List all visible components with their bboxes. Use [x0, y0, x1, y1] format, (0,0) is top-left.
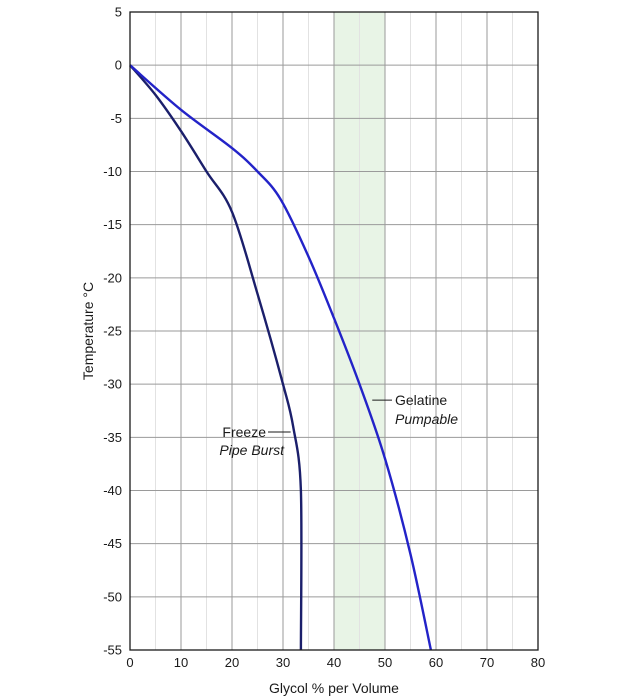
annotation-subtitle: Pipe Burst — [219, 442, 285, 458]
x-tick-label: 70 — [480, 655, 494, 670]
y-tick-label: -55 — [103, 643, 122, 658]
series-line-2 — [129, 64, 433, 651]
y-axis-title: Temperature °C — [80, 282, 96, 380]
annotation-title: Gelatine — [395, 392, 447, 408]
x-tick-label: 0 — [126, 655, 133, 670]
x-tick-label: 40 — [327, 655, 341, 670]
x-tick-label: 20 — [225, 655, 239, 670]
plot-frame — [129, 11, 539, 651]
x-tick-label: 80 — [531, 655, 545, 670]
x-tick-label: 30 — [276, 655, 290, 670]
annotation-title: Freeze — [222, 424, 266, 440]
y-tick-label: -45 — [103, 536, 122, 551]
y-tick-label: -40 — [103, 483, 122, 498]
x-tick-label: 60 — [429, 655, 443, 670]
y-tick-label: -15 — [103, 217, 122, 232]
x-tick-label: 10 — [174, 655, 188, 670]
series-line-1 — [129, 64, 303, 651]
annotation-subtitle: Pumpable — [395, 411, 458, 427]
y-tick-label: -20 — [103, 270, 122, 285]
y-tick-label: -10 — [103, 164, 122, 179]
y-tick-label: -35 — [103, 430, 122, 445]
y-tick-label: 0 — [115, 58, 122, 73]
x-axis-title: Glycol % per Volume — [269, 680, 399, 696]
y-tick-label: -50 — [103, 589, 122, 604]
y-tick-label: 5 — [115, 5, 122, 20]
y-tick-label: -30 — [103, 377, 122, 392]
x-tick-label: 50 — [378, 655, 392, 670]
y-tick-label: -5 — [110, 111, 122, 126]
y-tick-label: -25 — [103, 324, 122, 339]
